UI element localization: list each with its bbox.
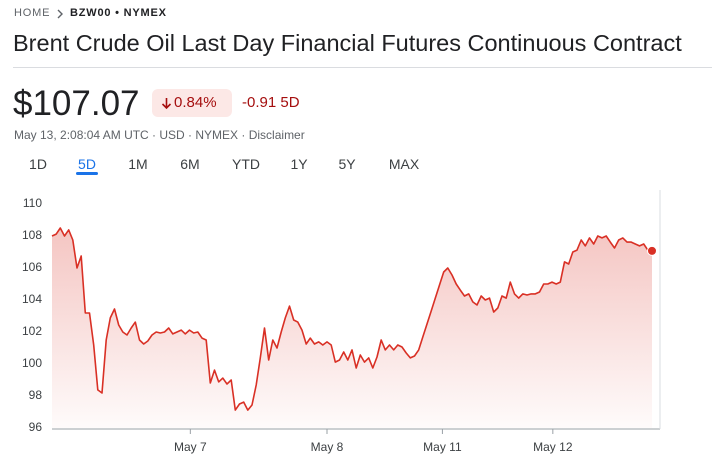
x-tick-label: May 7 (174, 440, 207, 454)
y-tick-label: 98 (29, 388, 43, 402)
quote-info: May 13, 2:08:04 AM UTC · USD · NYMEX · D… (14, 128, 305, 142)
chart: 96 98 100 102 104 106 108 110 May 7 May 8 May 11 Ma… (22, 190, 661, 454)
down-arrow (161, 98, 172, 110)
title: Brent Crude Oil Last Day Financial Futur… (13, 30, 682, 56)
divider (13, 67, 712, 68)
area-fill (52, 228, 652, 428)
change-badge: 0.84% (152, 89, 232, 117)
range-tab[interactable]: 5Y (338, 156, 356, 172)
x-tick-label: May 8 (311, 440, 344, 454)
y-tick-label: 104 (22, 292, 42, 306)
price-line (51, 227, 653, 411)
range-tab[interactable]: 1D (29, 156, 47, 172)
x-tick-label: May 12 (533, 440, 573, 454)
y-tick-label: 110 (23, 196, 42, 210)
last-point (647, 245, 657, 256)
range-tab[interactable]: 6M (180, 156, 200, 172)
change-period: -0.91 5D (242, 94, 300, 111)
tab-underline (76, 172, 98, 175)
range-tab[interactable]: 5D (78, 156, 96, 172)
x-tick-label: May 11 (423, 440, 462, 454)
y-tick-label: 108 (22, 228, 42, 242)
range-tab[interactable]: MAX (388, 156, 420, 172)
range-tab[interactable]: 1Y (290, 156, 308, 172)
y-tick-label: 106 (22, 260, 42, 274)
range-tab[interactable]: 1M (128, 156, 148, 172)
breadcrumb-chevron (57, 9, 63, 19)
breadcrumb-home[interactable]: HOME (14, 7, 51, 19)
y-tick-label: 96 (29, 420, 43, 434)
y-tick-label: 102 (22, 324, 42, 338)
breadcrumb-symbol: BZW00 • NYMEX (70, 7, 167, 19)
change-percent: 0.84% (174, 94, 217, 111)
y-tick-label: 100 (22, 356, 42, 370)
range-tab[interactable]: YTD (232, 156, 260, 172)
price: $107.07 (13, 84, 140, 123)
